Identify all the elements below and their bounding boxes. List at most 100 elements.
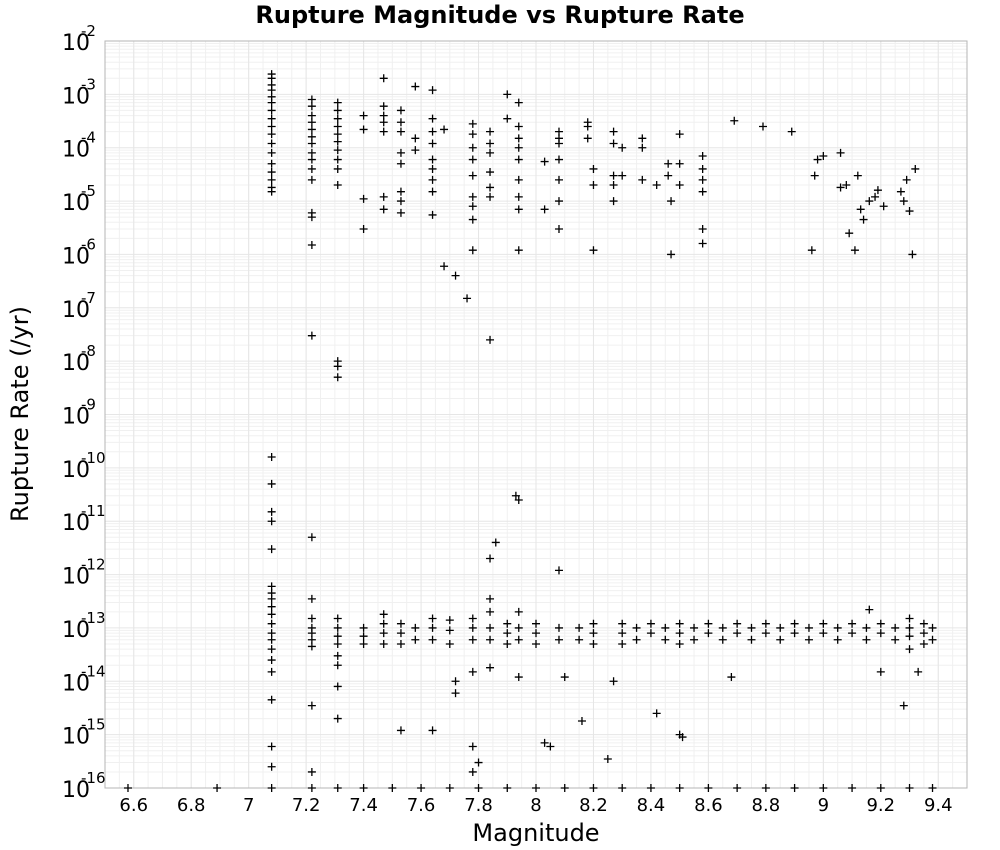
data-point	[609, 127, 618, 136]
data-point	[396, 619, 405, 628]
data-point	[359, 632, 368, 641]
data-point	[428, 139, 437, 148]
data-point	[486, 139, 495, 148]
x-tick-label: 7.4	[349, 795, 378, 816]
data-point	[333, 146, 342, 155]
data-point	[704, 784, 713, 792]
data-point	[661, 635, 670, 644]
data-point	[514, 623, 523, 632]
y-tick-label: 10-6	[62, 235, 96, 269]
data-point	[468, 215, 477, 224]
data-point	[333, 373, 342, 382]
data-point	[540, 205, 549, 214]
data-point	[589, 784, 598, 792]
data-point	[583, 122, 592, 131]
data-point	[333, 661, 342, 670]
data-point	[468, 130, 477, 139]
data-point	[790, 619, 799, 628]
data-point	[417, 784, 426, 792]
data-point	[733, 619, 742, 628]
data-point	[503, 90, 512, 99]
grid-layer	[104, 40, 968, 789]
data-point	[428, 114, 437, 123]
data-point	[733, 784, 742, 792]
data-point	[646, 619, 655, 628]
data-point	[468, 767, 477, 776]
data-point	[554, 635, 563, 644]
data-point	[704, 619, 713, 628]
data-point	[267, 106, 276, 115]
data-point	[396, 629, 405, 638]
x-axis-label: Magnitude	[472, 819, 599, 847]
data-point	[609, 181, 618, 190]
x-tick-label: 8.8	[752, 795, 781, 816]
data-point	[440, 262, 449, 271]
data-point	[428, 175, 437, 184]
data-point	[333, 164, 342, 173]
data-point	[747, 635, 756, 644]
data-point	[618, 619, 627, 628]
data-point	[919, 619, 928, 628]
data-point	[911, 164, 920, 173]
data-point	[896, 187, 905, 196]
data-point	[307, 164, 316, 173]
x-axis-ticks: 6.6 6.8 7 7.2 7.4 7.6 7.8 8 8.2 8.4 8.6 8.8 9 9.2 9.4	[119, 795, 952, 816]
y-tick-label: 10-8	[62, 342, 96, 376]
data-point	[333, 651, 342, 660]
data-point	[675, 181, 684, 190]
data-point	[474, 784, 483, 792]
data-point	[514, 495, 523, 504]
data-point	[776, 623, 785, 632]
x-tick-label: 9.4	[924, 795, 953, 816]
data-point	[511, 491, 520, 500]
data-point	[307, 139, 316, 148]
data-point	[554, 175, 563, 184]
y-tick-label: 10-2	[62, 22, 96, 56]
data-point	[698, 175, 707, 184]
data-point	[307, 213, 316, 222]
data-point	[609, 677, 618, 686]
x-tick-label: 7	[243, 795, 254, 816]
data-point	[876, 784, 885, 792]
data-point	[503, 619, 512, 628]
data-point	[638, 143, 647, 152]
data-point	[440, 125, 449, 134]
data-point	[532, 619, 540, 628]
data-point	[379, 192, 388, 201]
data-point	[514, 122, 523, 131]
data-point	[905, 623, 914, 632]
data-point	[307, 175, 316, 184]
data-point	[540, 157, 549, 166]
y-tick-exponent: -7	[81, 289, 96, 307]
data-point	[589, 619, 598, 628]
data-point	[468, 623, 477, 632]
data-point	[379, 74, 388, 83]
data-point	[609, 197, 618, 206]
data-point	[379, 102, 388, 111]
data-point	[333, 362, 342, 371]
data-point	[899, 197, 908, 206]
data-point	[836, 183, 845, 192]
y-tick-base: 10	[62, 565, 90, 590]
data-point	[819, 784, 828, 792]
data-point	[333, 632, 342, 641]
data-point	[919, 639, 928, 648]
y-tick-base: 10	[62, 244, 90, 269]
data-point	[267, 187, 276, 196]
data-point	[445, 626, 454, 635]
data-point	[758, 122, 767, 131]
data-point	[307, 614, 316, 623]
data-point	[267, 762, 276, 771]
data-point	[468, 155, 477, 164]
data-point	[675, 629, 684, 638]
data-point	[307, 155, 316, 164]
data-point	[609, 171, 618, 180]
data-point	[664, 171, 673, 180]
data-point	[267, 695, 276, 704]
data-point	[575, 623, 584, 632]
data-point	[804, 623, 813, 632]
data-point	[267, 175, 276, 184]
y-tick-base: 10	[62, 458, 90, 483]
data-point	[532, 629, 540, 638]
data-point	[632, 635, 641, 644]
